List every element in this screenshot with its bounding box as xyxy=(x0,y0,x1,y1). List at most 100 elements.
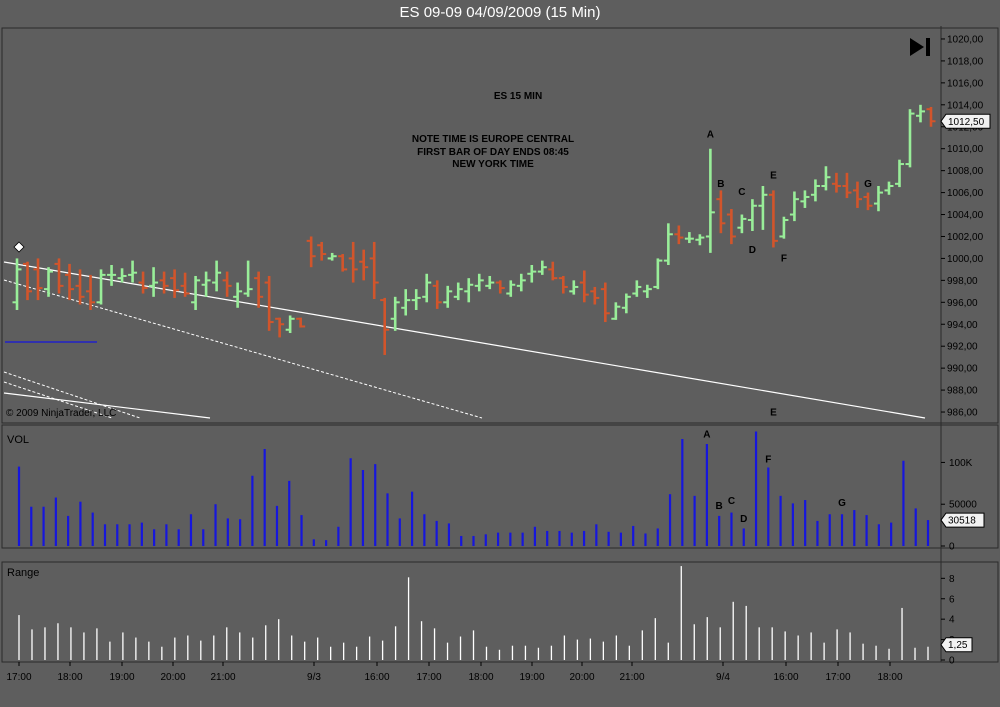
ohlc-bar[interactable] xyxy=(663,223,673,265)
ohlc-bar[interactable] xyxy=(590,286,600,305)
ohlc-bar[interactable] xyxy=(44,267,54,297)
time-axis[interactable]: 17:00 18:00 19:00 20:00 21:00 9/3 16:00 17:00 18… xyxy=(6,662,903,683)
ohlc-bar[interactable] xyxy=(65,263,75,301)
ohlc-bar[interactable] xyxy=(485,275,495,290)
ohlc-bar[interactable] xyxy=(138,271,148,294)
ohlc-bar[interactable] xyxy=(611,302,621,320)
ohlc-bar[interactable] xyxy=(254,271,264,308)
ohlc-bar[interactable] xyxy=(33,258,43,301)
ohlc-bar[interactable] xyxy=(201,271,211,297)
range-axis-label: 0 xyxy=(949,656,955,667)
ohlc-bar[interactable] xyxy=(86,274,96,310)
ohlc-bar[interactable] xyxy=(96,269,106,305)
ohlc-bar[interactable] xyxy=(317,241,327,261)
ohlc-bar[interactable] xyxy=(495,280,505,294)
ohlc-bar[interactable] xyxy=(54,258,64,294)
ohlc-bar[interactable] xyxy=(747,199,757,231)
ohlc-bar[interactable] xyxy=(243,260,253,297)
skip-to-end-icon[interactable] xyxy=(910,38,930,56)
price-panel[interactable]: A B C D E F G E xyxy=(12,104,936,419)
price-annotation-label: B xyxy=(717,179,724,190)
ohlc-bar[interactable] xyxy=(474,273,484,292)
ohlc-bar[interactable] xyxy=(348,241,358,283)
ohlc-bar[interactable] xyxy=(926,107,936,127)
ohlc-bar[interactable] xyxy=(789,191,799,222)
ohlc-bar[interactable] xyxy=(905,109,915,168)
ohlc-bar[interactable] xyxy=(422,273,432,303)
ohlc-bar[interactable] xyxy=(107,265,117,286)
ohlc-bar[interactable] xyxy=(569,280,579,295)
ohlc-bar[interactable] xyxy=(285,315,295,334)
ohlc-bar[interactable] xyxy=(852,181,862,208)
ohlc-bar[interactable] xyxy=(632,280,642,297)
ohlc-bar[interactable] xyxy=(516,273,526,292)
ohlc-bar[interactable] xyxy=(327,252,337,261)
ohlc-bar[interactable] xyxy=(800,190,810,208)
ohlc-bar[interactable] xyxy=(842,172,852,199)
ohlc-bar[interactable] xyxy=(75,269,85,305)
ohlc-bar[interactable] xyxy=(653,258,663,290)
ohlc-bar[interactable] xyxy=(191,275,201,310)
ohlc-bar[interactable] xyxy=(726,209,736,245)
ohlc-bar[interactable] xyxy=(537,260,547,275)
ohlc-bar[interactable] xyxy=(863,192,873,211)
ohlc-bar[interactable] xyxy=(695,234,705,246)
ohlc-bar[interactable] xyxy=(432,280,442,309)
ohlc-bar[interactable] xyxy=(779,216,789,239)
ohlc-bar[interactable] xyxy=(464,278,474,303)
ohlc-bar[interactable] xyxy=(810,179,820,202)
ohlc-bar[interactable] xyxy=(443,285,453,308)
ohlc-bar[interactable] xyxy=(548,261,558,281)
ohlc-bar[interactable] xyxy=(831,172,841,193)
ohlc-bar[interactable] xyxy=(674,225,684,245)
ohlc-bar[interactable] xyxy=(873,186,883,212)
ohlc-bar[interactable] xyxy=(684,232,694,244)
ohlc-bar[interactable] xyxy=(642,284,652,298)
volume-panel[interactable]: VOL A B CD F G xyxy=(7,429,930,546)
ohlc-bar[interactable] xyxy=(600,282,610,323)
ohlc-bar[interactable] xyxy=(453,282,463,301)
range-panel[interactable]: Range xyxy=(7,566,929,660)
ohlc-bar[interactable] xyxy=(117,268,127,283)
ohlc-bar[interactable] xyxy=(12,258,22,310)
price-axis-label: 1008,00 xyxy=(947,166,984,177)
ohlc-bar[interactable] xyxy=(894,159,904,188)
time-axis-label: 20:00 xyxy=(569,672,594,683)
ohlc-bar[interactable] xyxy=(369,241,379,300)
ohlc-bar[interactable] xyxy=(411,289,421,310)
ohlc-bar[interactable] xyxy=(758,186,768,230)
trend-line-lower xyxy=(3,392,211,419)
ohlc-bar[interactable] xyxy=(296,317,306,328)
ohlc-bar[interactable] xyxy=(23,261,33,301)
ohlc-bar[interactable] xyxy=(821,166,831,191)
ohlc-bar[interactable] xyxy=(180,272,190,297)
ohlc-bar[interactable] xyxy=(275,317,285,338)
ohlc-bar[interactable] xyxy=(149,267,159,297)
ohlc-bar[interactable] xyxy=(527,265,537,283)
ohlc-bar[interactable] xyxy=(306,236,316,268)
price-axis[interactable]: 1020,001018,001016,001014,001012,001010,… xyxy=(940,34,991,667)
ohlc-bar[interactable] xyxy=(768,190,778,248)
ohlc-bar[interactable] xyxy=(159,271,169,294)
ohlc-bar[interactable] xyxy=(170,269,180,298)
ohlc-bar[interactable] xyxy=(380,297,390,355)
ohlc-bar[interactable] xyxy=(390,296,400,331)
ohlc-bar[interactable] xyxy=(233,282,243,308)
ohlc-bar[interactable] xyxy=(884,181,894,195)
ohlc-bar[interactable] xyxy=(506,280,516,297)
ohlc-bar[interactable] xyxy=(264,275,274,331)
ohlc-bar[interactable] xyxy=(359,249,369,281)
ohlc-bar[interactable] xyxy=(401,289,411,316)
ohlc-bar[interactable] xyxy=(915,104,925,123)
ohlc-bar[interactable] xyxy=(705,148,715,253)
ohlc-bar[interactable] xyxy=(737,214,747,234)
ohlc-bar[interactable] xyxy=(716,190,726,234)
ohlc-bar[interactable] xyxy=(338,254,348,272)
ohlc-bar[interactable] xyxy=(558,275,568,294)
ohlc-bar[interactable] xyxy=(621,293,631,314)
ohlc-bar[interactable] xyxy=(222,271,232,297)
ohlc-bar[interactable] xyxy=(212,260,222,292)
ohlc-bar[interactable] xyxy=(579,270,589,303)
ohlc-bar[interactable] xyxy=(128,260,138,283)
